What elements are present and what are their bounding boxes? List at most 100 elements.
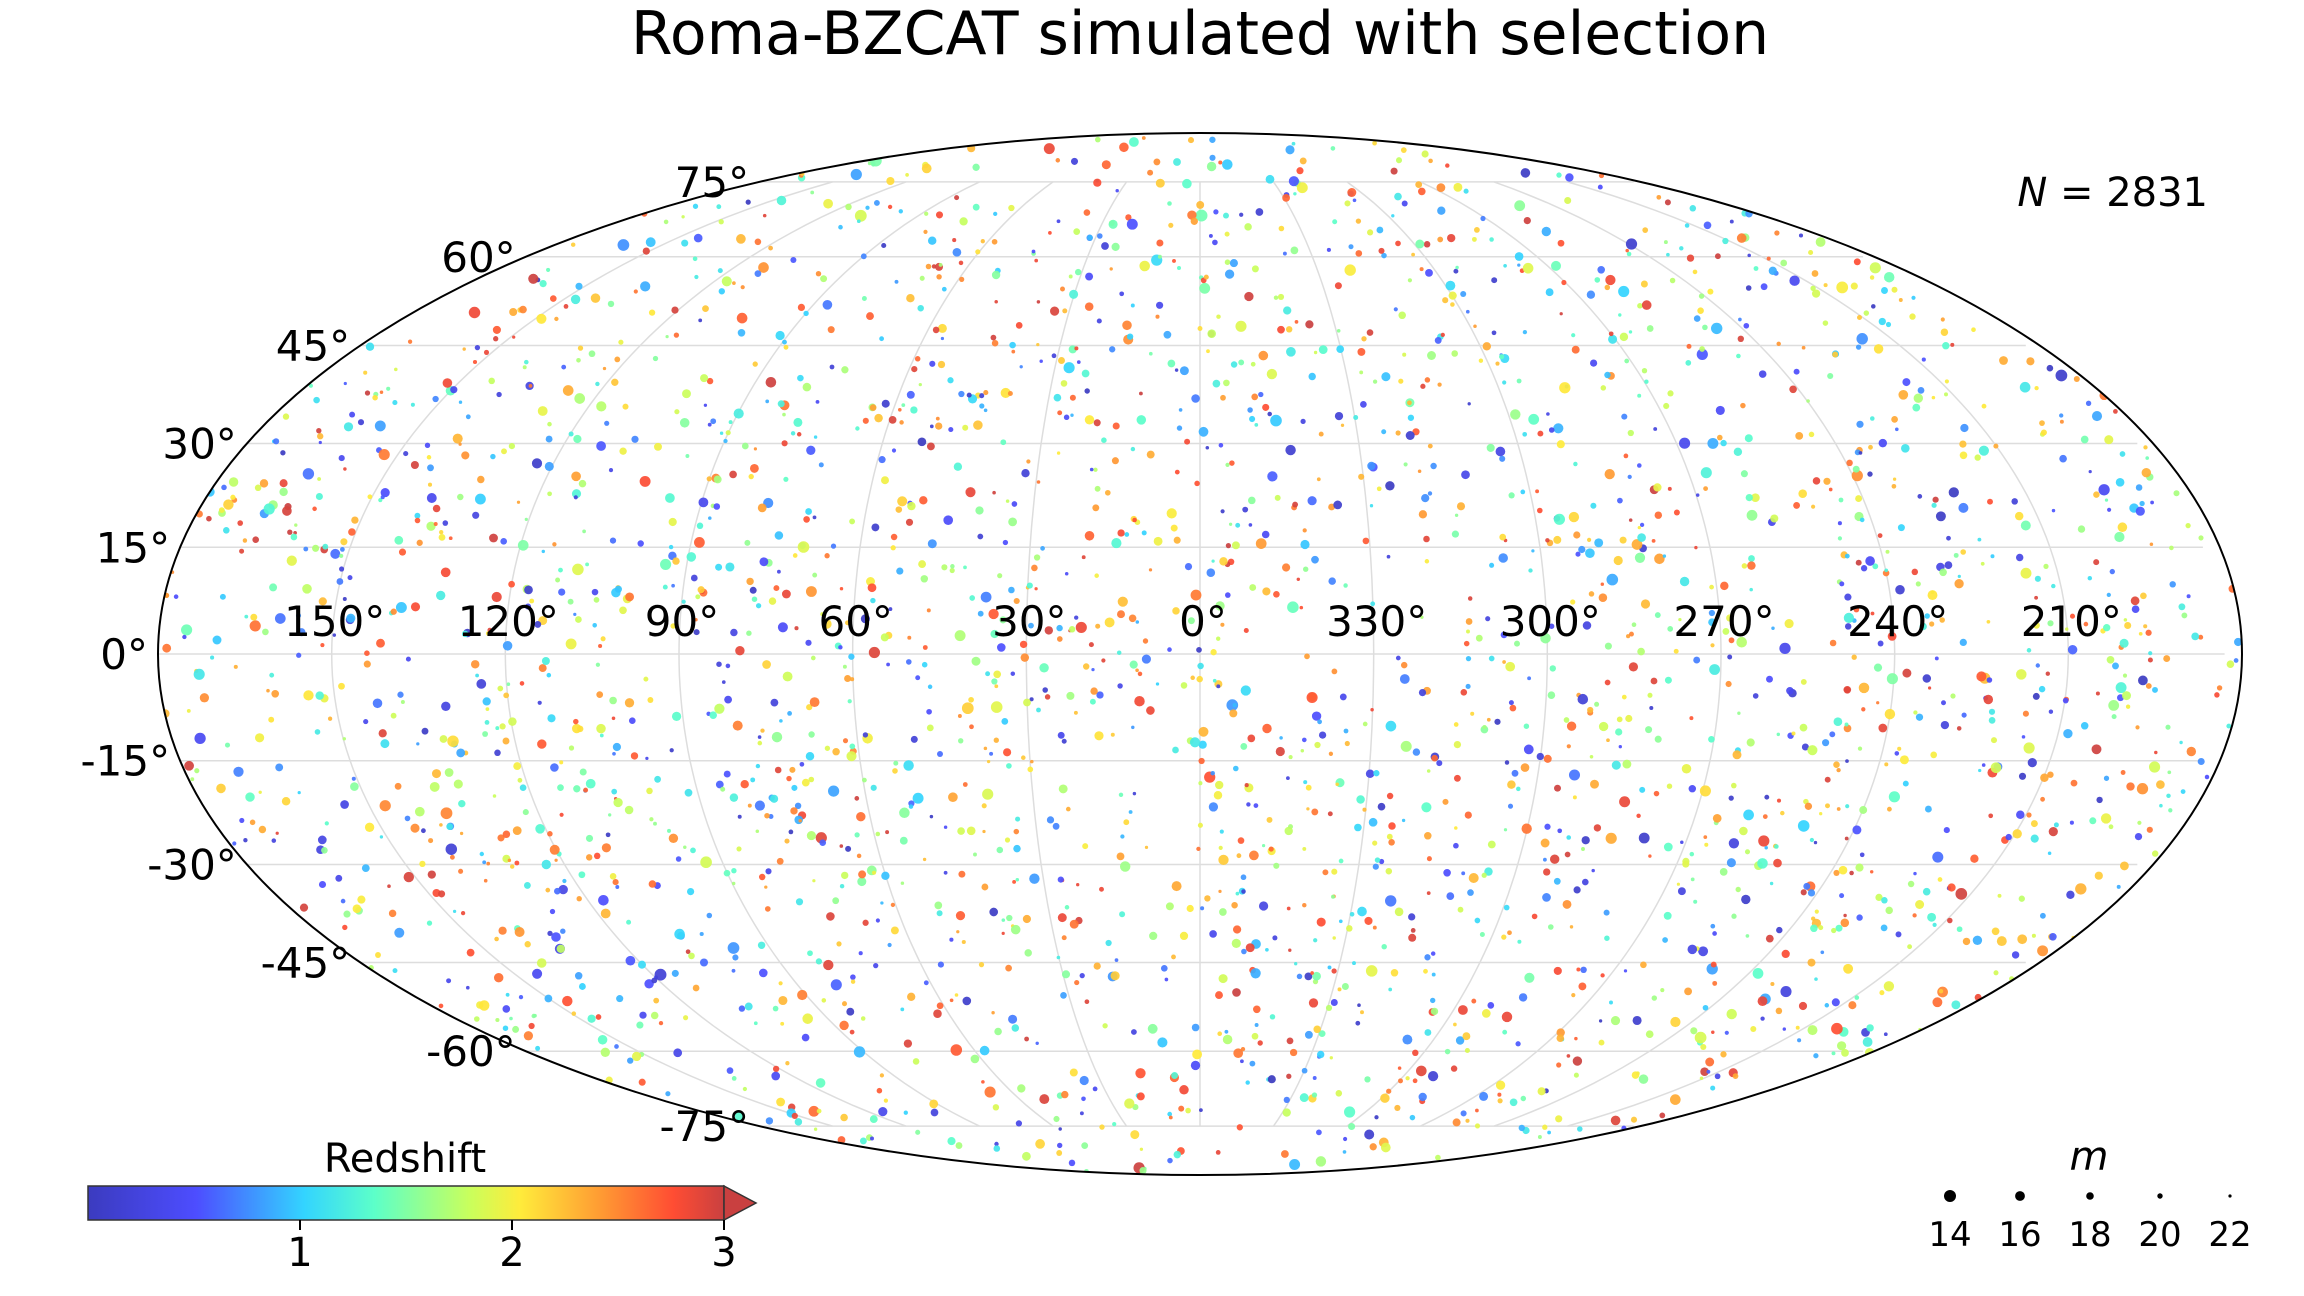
source-point (1219, 557, 1228, 566)
source-point (342, 924, 348, 931)
source-point (2073, 376, 2080, 382)
source-point (1062, 308, 1068, 314)
source-point (2016, 810, 2025, 820)
source-point (1087, 234, 1093, 241)
source-point (806, 831, 816, 841)
source-point (242, 538, 248, 543)
source-point (410, 402, 415, 407)
source-point (1415, 239, 1425, 249)
source-point (587, 1014, 596, 1023)
source-point (980, 591, 992, 603)
source-point (886, 176, 895, 186)
source-point (2119, 638, 2129, 648)
source-point (1348, 244, 1354, 250)
source-point (1282, 194, 1290, 202)
source-point (698, 318, 703, 323)
source-point (1376, 226, 1384, 234)
source-point (1732, 750, 1742, 760)
source-point (755, 763, 761, 769)
source-point (1312, 1076, 1317, 1080)
source-point (645, 237, 656, 248)
source-point (954, 630, 966, 642)
source-point (565, 638, 577, 650)
source-point (1878, 317, 1886, 326)
source-point (1005, 499, 1010, 503)
source-point (905, 518, 914, 526)
source-point (572, 563, 584, 576)
source-point (281, 797, 291, 806)
source-point (1166, 508, 1177, 519)
source-point (759, 968, 768, 978)
source-point (541, 549, 546, 554)
source-point (609, 537, 617, 544)
source-point (375, 952, 381, 958)
source-point (1001, 931, 1005, 936)
source-point (1034, 258, 1039, 263)
source-point (1101, 242, 1109, 250)
source-point (1420, 383, 1426, 389)
source-point (1136, 1092, 1145, 1101)
source-point (806, 445, 816, 455)
source-point (1971, 327, 1976, 333)
source-point (1184, 563, 1193, 571)
source-point (1628, 518, 1633, 522)
source-point (1895, 931, 1902, 938)
source-point (493, 972, 504, 983)
source-point (923, 980, 929, 986)
source-point (622, 403, 629, 410)
source-point (457, 493, 464, 501)
source-point (681, 239, 689, 247)
source-point (1944, 379, 1949, 384)
source-point (930, 1108, 939, 1117)
source-point (1149, 931, 1158, 941)
source-point (1708, 618, 1716, 626)
source-point (1473, 324, 1477, 328)
source-point (1757, 858, 1768, 869)
source-point (869, 404, 877, 411)
source-point (966, 392, 972, 398)
source-point (1597, 184, 1603, 190)
source-point (223, 527, 230, 534)
source-point (950, 1044, 963, 1056)
source-point (888, 416, 897, 424)
source-point (507, 858, 512, 863)
source-point (922, 645, 928, 650)
source-point (1527, 676, 1532, 681)
source-point (1394, 1104, 1401, 1111)
source-point (1627, 429, 1634, 437)
source-point (1424, 559, 1430, 564)
source-point (1056, 1150, 1063, 1156)
source-point (725, 562, 735, 572)
source-point (1398, 311, 1406, 320)
source-point (1741, 563, 1748, 569)
source-point (562, 995, 573, 1007)
source-point (1702, 324, 1708, 331)
source-point (694, 274, 699, 280)
source-point (1856, 914, 1863, 921)
source-point (2014, 511, 2024, 521)
source-point (874, 413, 883, 423)
source-point (1980, 561, 1985, 566)
source-point (1882, 569, 1890, 577)
source-point (1443, 869, 1451, 877)
source-point (1286, 776, 1290, 780)
source-point (1020, 653, 1030, 662)
source-point (1411, 252, 1415, 257)
source-point (1852, 825, 1862, 835)
source-point (936, 910, 943, 917)
source-point (709, 711, 717, 719)
source-point (1517, 263, 1521, 267)
source-point (1003, 748, 1012, 757)
source-point (2080, 435, 2089, 444)
source-point (758, 262, 769, 273)
source-point (1810, 285, 1816, 291)
source-point (832, 747, 840, 756)
source-point (539, 279, 547, 288)
source-point (787, 711, 792, 716)
source-point (1377, 802, 1386, 811)
source-point (1327, 811, 1333, 817)
source-point (541, 657, 550, 665)
source-point (440, 807, 453, 820)
source-point (1543, 754, 1552, 763)
source-point (1846, 459, 1853, 467)
